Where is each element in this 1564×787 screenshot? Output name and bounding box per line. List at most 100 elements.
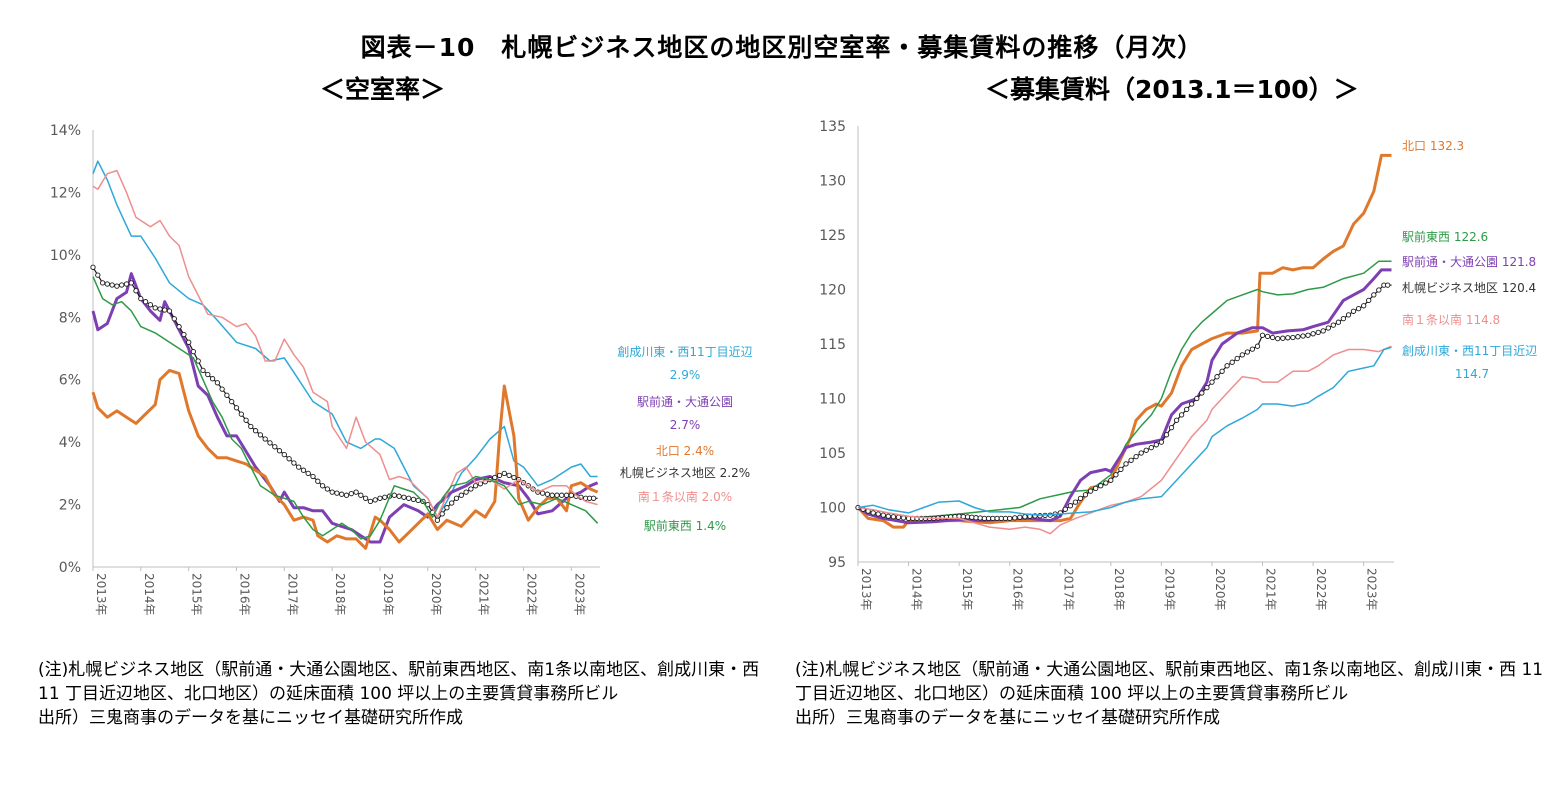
rent-point-sapporo_all [1249, 346, 1256, 352]
rent-point-sapporo_all [1254, 343, 1261, 349]
rent-point-sapporo_all [1305, 332, 1311, 338]
rent-y-tick-label: 115 [819, 337, 846, 353]
vacancy-point-sapporo_all [554, 492, 560, 498]
vacancy-point-sapporo_all [511, 474, 517, 481]
vacancy-point-sapporo_all [233, 405, 240, 411]
rent-point-sapporo_all [1067, 503, 1074, 509]
rent-point-sapporo_all [973, 515, 979, 521]
rent-point-sapporo_all [1259, 332, 1266, 338]
rent-point-sapporo_all [1077, 495, 1084, 502]
vacancy-point-sapporo_all [343, 492, 350, 498]
vacancy-point-sapporo_all [200, 367, 206, 374]
rent-point-sapporo_all [1239, 352, 1245, 358]
vacancy-point-sapporo_all [166, 308, 173, 314]
rent-point-sapporo_all [990, 515, 996, 522]
rent-point-sapporo_all [1113, 472, 1119, 478]
vacancy-point-sapporo_all [181, 331, 187, 338]
rent-y-tick-label: 130 [819, 174, 846, 190]
rent-x-tick-label: 2021年 [1264, 568, 1278, 611]
vacancy-point-sapporo_all [157, 306, 163, 312]
rent-y-tick-label: 120 [819, 283, 846, 299]
rent-point-sapporo_all [1234, 355, 1240, 362]
rent-point-sapporo_all [1002, 515, 1009, 522]
rent-point-sapporo_all [1022, 514, 1028, 520]
vacancy-point-sapporo_all [339, 491, 345, 497]
rent-x-tick-label: 2013年 [859, 568, 873, 611]
vacancy-x-tick-label: 2018年 [333, 573, 347, 616]
rent-label-sosei: 114.7 [1455, 367, 1489, 381]
rent-y-tick-label: 110 [819, 392, 846, 408]
vacancy-point-sapporo_all [463, 489, 469, 495]
rent-point-sapporo_all [1229, 359, 1235, 365]
vacancy-point-sapporo_all [257, 432, 264, 438]
vacancy-y-tick-label: 14% [50, 123, 81, 139]
vacancy-point-sapporo_all [296, 464, 302, 470]
rent-point-sapporo_all [1128, 457, 1134, 463]
rent-point-sapporo_all [1214, 374, 1220, 380]
vacancy-point-sapporo_all [109, 282, 115, 288]
rent-point-sapporo_all [1224, 363, 1230, 369]
vacancy-series-minami1jo [92, 169, 598, 518]
vacancy-y-tick-label: 6% [59, 373, 81, 389]
rent-chart-subtitle: ＜募集賃料（2013.1＝100）＞ [985, 75, 1359, 104]
vacancy-point-sapporo_all [252, 428, 259, 434]
vacancy-rate-chart: 0% 2% 4% 6% 8% 10% 12% 14% 2013年 2014年 2015年 2016年 2… [50, 123, 753, 616]
vacancy-point-sapporo_all [362, 495, 369, 501]
rent-point-sapporo_all [1285, 335, 1291, 341]
left-note: (注)札幌ビジネス地区（駅前通・大通公園地区、駅前東西地区、南1条以南地区、創成… [38, 658, 768, 730]
vacancy-point-sapporo_all [176, 324, 182, 330]
vacancy-label-ekimae_odori: 2.7% [670, 418, 701, 432]
rent-label-minami1jo: 南１条以南 114.8 [1402, 312, 1500, 327]
rent-x-tick-label: 2017年 [1061, 568, 1075, 611]
rent-point-sapporo_all [1103, 480, 1109, 486]
vacancy-point-sapporo_all [324, 486, 331, 492]
vacancy-point-sapporo_all [276, 448, 283, 454]
vacancy-series-sosei [92, 160, 598, 518]
vacancy-point-sapporo_all [449, 500, 455, 506]
vacancy-label-ekimae_tozai: 駅前東西 1.4% [644, 518, 726, 533]
vacancy-point-sapporo_all [367, 498, 374, 505]
vacancy-y-tick-label: 0% [59, 560, 81, 576]
rent-point-sapporo_all [1098, 483, 1104, 489]
vacancy-point-sapporo_all [506, 472, 512, 479]
vacancy-point-sapporo_all [539, 490, 546, 496]
right-note-text: (注)札幌ビジネス地区（駅前通・大通公園地区、駅前東西地区、南1条以南地区、創成… [795, 660, 1544, 704]
rent-point-sapporo_all [1118, 466, 1124, 473]
vacancy-point-sapporo_all [209, 376, 216, 382]
vacancy-point-sapporo_all [142, 299, 149, 305]
vacancy-x-tick-label: 2023年 [572, 573, 586, 616]
vacancy-y-tick-label: 4% [59, 435, 81, 451]
rent-point-sapporo_all [1264, 333, 1271, 340]
vacancy-y-tick-label: 10% [50, 248, 81, 264]
rent-point-sapporo_all [981, 515, 988, 522]
vacancy-label-sapporo_all: 札幌ビジネス地区 2.2% [620, 465, 750, 480]
vacancy-point-sapporo_all [123, 281, 130, 287]
vacancy-point-sapporo_all [410, 496, 417, 503]
rent-point-sapporo_all [1371, 292, 1377, 298]
vacancy-point-sapporo_all [243, 417, 249, 423]
rent-point-sapporo_all [1355, 305, 1362, 312]
vacancy-point-sapporo_all [214, 380, 221, 386]
vacancy-series-ekimae_odori [91, 272, 599, 544]
rent-point-sapporo_all [1345, 312, 1352, 318]
vacancy-point-sapporo_all [305, 470, 311, 477]
rent-point-sapporo_all [1361, 303, 1367, 309]
vacancy-point-sapporo_all [195, 358, 201, 364]
rent-point-sapporo_all [994, 515, 1000, 522]
vacancy-point-sapporo_all [300, 467, 307, 473]
rent-x-tick-label: 2020年 [1213, 568, 1227, 611]
rent-point-sapporo_all [1320, 328, 1326, 334]
rent-point-sapporo_all [1158, 439, 1165, 445]
vacancy-point-sapporo_all [590, 495, 597, 501]
rent-label-sosei: 創成川東・西11丁目近辺 [1402, 344, 1537, 358]
vacancy-point-sapporo_all [348, 490, 354, 497]
rent-series-minami1jo [857, 345, 1392, 535]
rent-point-sapporo_all [1204, 384, 1210, 391]
rent-point-sapporo_all [1178, 412, 1185, 418]
vacancy-point-sapporo_all [248, 423, 254, 430]
vacancy-point-sapporo_all [568, 492, 574, 498]
vacancy-point-sapporo_all [334, 490, 340, 496]
vacancy-point-sapporo_all [114, 283, 120, 289]
vacancy-point-sapporo_all [205, 371, 211, 378]
vacancy-point-sapporo_all [95, 272, 101, 278]
